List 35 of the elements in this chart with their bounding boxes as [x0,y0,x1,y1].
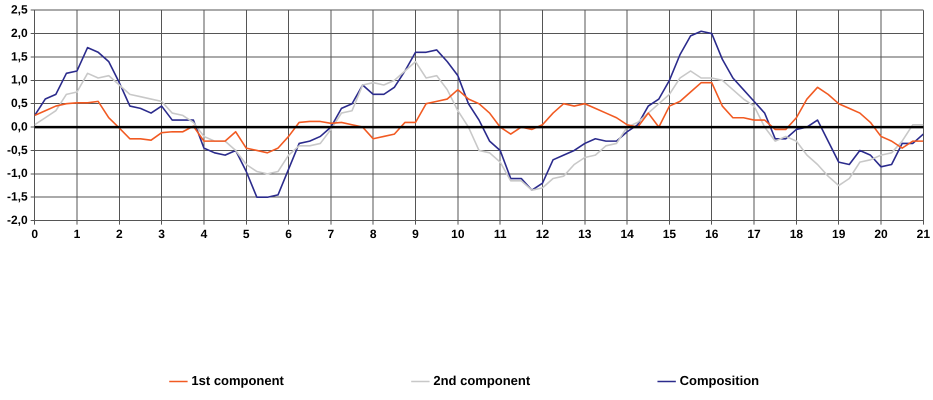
x-tick-label: 12 [536,227,550,242]
x-tick-label: 18 [790,227,804,242]
x-tick-label: 15 [662,227,676,242]
y-tick-label: -1,0 [6,166,28,180]
y-tick-label: -0,5 [6,142,28,157]
x-tick-label: 13 [578,227,592,242]
y-tick-label: 1,5 [10,49,28,64]
x-tick-label: 5 [242,227,250,242]
x-tick-label: 10 [451,227,465,242]
legend-label: Composition [680,373,760,388]
x-tick-label: 8 [370,227,377,242]
x-tick-label: 4 [200,227,208,242]
x-tick-label: 0 [31,227,38,242]
x-tick-label: 19 [832,227,846,242]
x-tick-label: 16 [705,227,719,242]
y-tick-label: 0,0 [10,119,28,134]
y-tick-label: -2,0 [6,212,28,227]
x-tick-label: 21 [916,227,930,242]
y-tick-label: 1,0 [10,72,28,87]
x-tick-label: 20 [874,227,888,242]
x-tick-label: 3 [158,227,166,242]
x-tick-label: 7 [328,227,335,242]
x-tick-label: 6 [285,227,292,242]
x-tick-label: 2 [116,227,123,242]
x-tick-label: 17 [747,227,762,242]
y-tick-label: 0,5 [10,96,28,110]
legend-label: 2nd component [433,373,531,388]
legend-label: 1st component [191,373,285,388]
x-tick-label: 1 [74,227,81,242]
y-tick-label: 2,5 [10,2,28,17]
y-tick-label: 2,0 [10,26,28,40]
x-tick-label: 9 [412,227,420,242]
y-tick-label: -1,5 [6,190,28,204]
x-tick-label: 14 [620,227,634,242]
x-tick-label: 11 [494,227,507,242]
